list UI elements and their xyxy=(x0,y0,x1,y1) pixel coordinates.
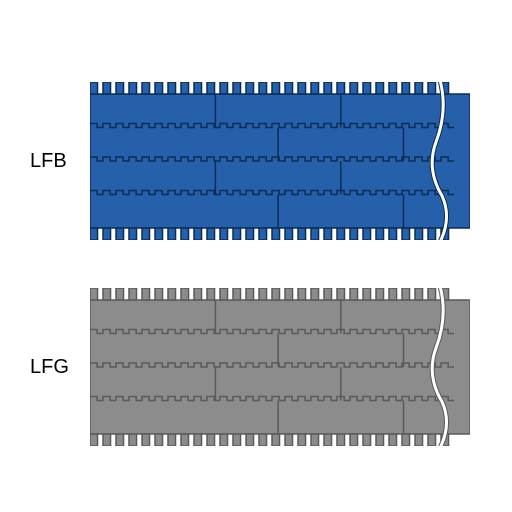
belt-lfg xyxy=(90,288,470,446)
panel-label-lfb: LFB xyxy=(30,150,90,173)
panel-lfb: LFB xyxy=(30,82,470,240)
belt-lfb xyxy=(90,82,470,240)
belt-graphic xyxy=(90,82,470,240)
panel-lfg: LFG xyxy=(30,288,470,446)
panel-label-lfg: LFG xyxy=(30,356,90,379)
belt-graphic xyxy=(90,288,470,446)
